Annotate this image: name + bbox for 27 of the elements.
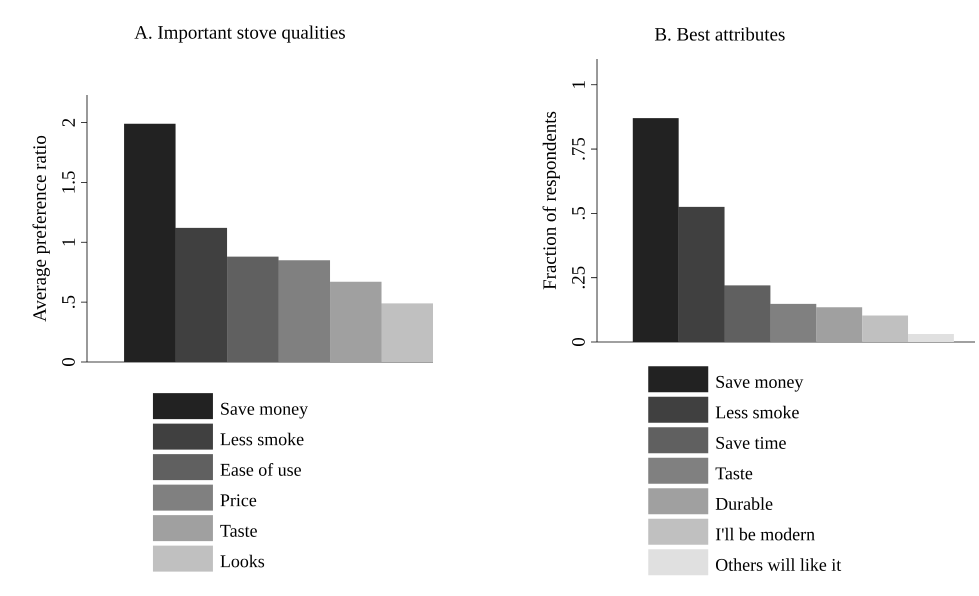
y-tick-label: 1.5: [62, 171, 75, 193]
y-axis-title: Average preference ratio: [32, 136, 50, 322]
legend-label: Ease of use: [220, 463, 301, 476]
legend-label: Others will like it: [716, 558, 842, 571]
legend-label: Less smoke: [220, 432, 304, 446]
legend-label: Save money: [221, 402, 308, 419]
legend-label: Save money: [716, 376, 804, 392]
legend-label: Taste: [716, 468, 752, 480]
y-tick-label: 0: [572, 338, 585, 346]
legend-label: Less smoke: [716, 406, 799, 418]
legend-label: Price: [220, 494, 256, 506]
y-tick-label: 1: [62, 238, 75, 246]
y-axis-title: Fraction of respondents: [542, 112, 560, 290]
y-tick-label: .5: [62, 296, 75, 308]
y-tick-label: 0: [62, 358, 75, 366]
y-tick-label: 2: [62, 118, 75, 126]
legend-label: Taste: [220, 524, 257, 537]
chart-title: B. Best attributes: [654, 27, 785, 41]
legend-label: Save time: [716, 436, 786, 449]
legend-label: Durable: [716, 497, 772, 510]
legend-label: I'll be modern: [716, 528, 815, 540]
chart-title: A. Important stove qualities: [134, 25, 345, 43]
y-tick-label: 1: [572, 81, 585, 88]
y-tick-label: .75: [572, 138, 585, 160]
legend-label: Looks: [220, 554, 264, 568]
y-tick-label: .5: [572, 207, 585, 220]
y-tick-label: .25: [572, 266, 585, 288]
